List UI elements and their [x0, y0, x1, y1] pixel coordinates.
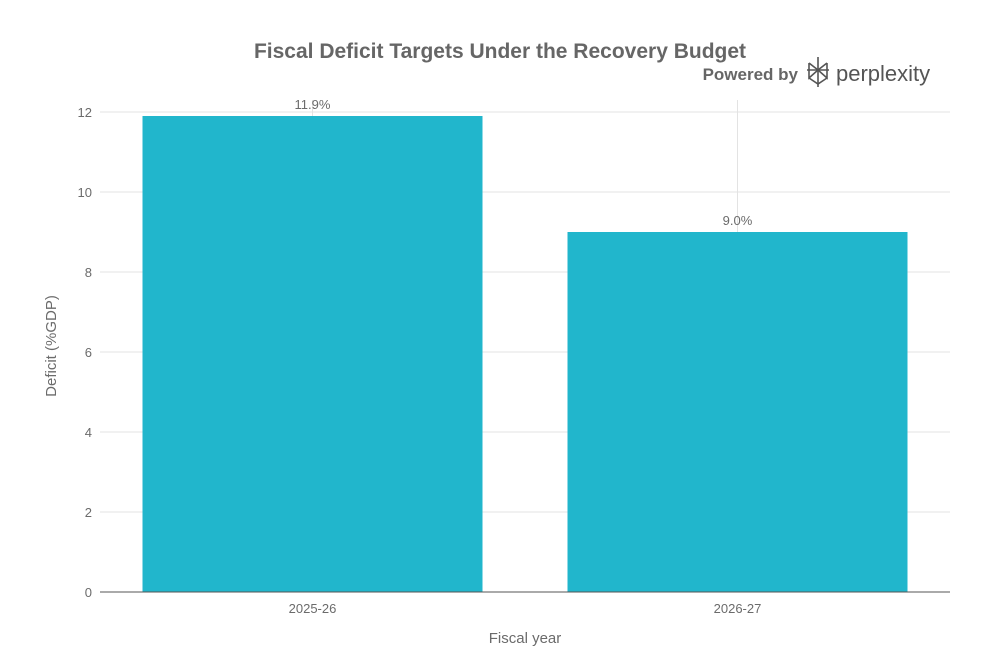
y-axis-label: Deficit (%GDP) — [43, 295, 60, 397]
powered-by-brand: Powered by perplexity — [703, 57, 930, 87]
y-tick-label: 0 — [85, 585, 92, 600]
perplexity-logo-icon — [807, 57, 829, 87]
bars — [142, 116, 908, 592]
x-tick-label: 2026-27 — [714, 601, 762, 616]
bar-data-label: 11.9% — [295, 97, 331, 112]
x-axis-label: Fiscal year — [489, 630, 562, 647]
y-tick-label: 8 — [85, 265, 92, 280]
y-tick-label: 6 — [85, 345, 92, 360]
x-tick-label: 2025-26 — [289, 601, 337, 616]
powered-by-label: Powered by — [703, 65, 799, 84]
y-tick-label: 12 — [78, 105, 92, 120]
y-tick-label: 10 — [78, 185, 92, 200]
y-tick-label: 2 — [85, 505, 92, 520]
brand-name: perplexity — [836, 61, 930, 86]
data-labels: 11.9% 9.0% — [295, 97, 753, 228]
bar-data-label: 9.0% — [723, 213, 753, 228]
y-tick-label: 4 — [85, 425, 92, 440]
chart-title: Fiscal Deficit Targets Under the Recover… — [254, 40, 746, 63]
x-axis-ticks: 2025-26 2026-27 — [289, 601, 762, 616]
y-axis-ticks: 0 2 4 6 8 10 12 — [78, 105, 92, 600]
bar — [142, 116, 483, 592]
bar — [567, 232, 908, 592]
